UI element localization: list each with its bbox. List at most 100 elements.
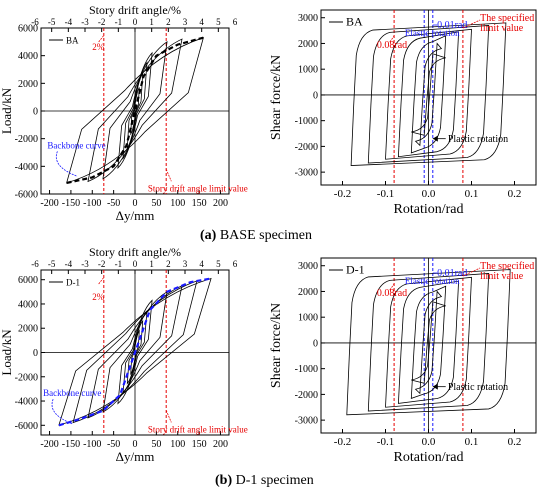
- x-tick-label: 100: [170, 439, 185, 450]
- hysteresis-loop: [410, 35, 447, 154]
- legend-label: D-1: [66, 278, 80, 288]
- hysteresis-loop: [411, 53, 446, 136]
- legend-label: D-1: [346, 263, 365, 277]
- top-axis-label: Story drift angle/%: [89, 245, 181, 259]
- annotation-backbone-leader: [56, 151, 78, 177]
- x-tick-label: 0.2: [508, 436, 522, 448]
- x-tick-label: -0.2: [334, 188, 351, 200]
- annotation-specified: The specified: [480, 261, 534, 272]
- annotation-008rad-leader: [389, 283, 395, 291]
- top-tick-label: 3: [183, 17, 188, 27]
- y-tick-label: -2000: [15, 134, 38, 145]
- x-tick-label: 0.2: [508, 188, 522, 200]
- top-tick-label: -5: [48, 259, 56, 269]
- y-tick-label: -1000: [295, 116, 318, 127]
- annotation-008rad: 0.08rad: [377, 288, 407, 299]
- chart-panel-a-right: -0.2 -0.1 0.0 0.1 0.2 -3000 -2000 -1000 0 1000 200…: [269, 9, 537, 217]
- plot-area: [350, 10, 507, 185]
- plot-area: [66, 28, 204, 194]
- annotation-001rad: 0.01rad: [437, 268, 467, 279]
- caption-b-tag: (b): [215, 473, 233, 488]
- hysteresis-loop: [410, 285, 447, 399]
- top-tick-label: -2: [98, 17, 106, 27]
- top-tick-label: 3: [183, 259, 188, 269]
- y-tick-label: 6000: [18, 275, 38, 286]
- annotation-elastic-rotation: Elastic rotation: [405, 28, 460, 38]
- annotation-2pct-leader: [98, 277, 104, 285]
- x-tick-label: -100: [83, 439, 101, 450]
- top-tick-label: -2: [98, 259, 106, 269]
- x-tick-label: -200: [40, 439, 58, 450]
- annotation-008rad-leader: [389, 35, 395, 43]
- y-tick-label: -2000: [295, 390, 318, 401]
- hysteresis-loop: [414, 42, 443, 147]
- hysteresis-loop: [102, 41, 168, 180]
- hysteresis-loop: [397, 280, 460, 404]
- top-tick-label: 0: [133, 17, 138, 27]
- caption-a: (a) BASE specimen: [200, 228, 312, 244]
- x-tick-label: -150: [62, 439, 80, 450]
- annotation-2pct: 2%: [92, 42, 105, 52]
- hysteresis-loop: [126, 319, 144, 385]
- x-tick-label: 150: [192, 198, 207, 209]
- annotation-backbone-leader: [51, 399, 74, 425]
- y-tick-label: 1000: [298, 313, 318, 324]
- hysteresis-loop: [87, 38, 183, 183]
- top-tick-label: -4: [65, 17, 73, 27]
- y-tick-label: 2000: [298, 39, 318, 50]
- y-tick-label: 2000: [18, 324, 38, 335]
- annotation-backbone: Backbone curve: [43, 388, 101, 398]
- x-tick-label: -200: [40, 198, 58, 209]
- hysteresis-loop: [117, 51, 153, 169]
- y-tick-label: 1000: [298, 65, 318, 76]
- hysteresis-loop: [414, 290, 443, 395]
- top-tick-label: -3: [81, 17, 89, 27]
- chart-panel-b-right: -0.2 -0.1 0.0 0.1 0.2 -3000 -2000 -1000 0 1000 200…: [269, 257, 537, 465]
- x-tick-label: -0.1: [377, 436, 394, 448]
- annotation-elastic-rotation: Elastic rotation: [405, 276, 460, 286]
- top-tick-label: -1: [115, 259, 123, 269]
- y-tick-label: 2000: [298, 287, 318, 298]
- x-tick-label: 0.1: [465, 436, 479, 448]
- x-axis-label: Rotation/rad: [394, 202, 464, 217]
- annotation-limit-leader: [462, 267, 481, 277]
- top-tick-label: -5: [48, 17, 56, 27]
- y-tick-label: -2000: [295, 142, 318, 153]
- annotation-limit-value: limit value: [480, 23, 524, 34]
- top-tick-label: 2: [166, 17, 171, 27]
- y-tick-label: 4000: [18, 299, 38, 310]
- annotation-2pct: 2%: [92, 292, 105, 302]
- x-tick-label: 50: [151, 439, 161, 450]
- annotation-specified: The specified: [480, 13, 534, 24]
- x-tick-label: -0.2: [334, 436, 351, 448]
- y-tick-label: -2000: [15, 372, 38, 383]
- annotation-2pct-leader: [98, 35, 104, 43]
- y-tick-label: 6000: [18, 24, 38, 35]
- annotation-backbone: Backbone curve: [47, 140, 105, 150]
- backbone-curve: [66, 36, 204, 185]
- x-tick-label: 0.0: [422, 436, 436, 448]
- x-tick-label: -0.1: [377, 188, 394, 200]
- x-tick-label: -50: [107, 439, 120, 450]
- annotation-plastic-rotation: Plastic rotation: [448, 134, 508, 145]
- x-tick-label: 0.1: [465, 188, 479, 200]
- top-tick-label: 2: [166, 259, 171, 269]
- x-tick-label: -100: [83, 198, 101, 209]
- x-tick-label: 0: [133, 439, 138, 450]
- chart-panel-a-left: -200 -150 -100 -50 0 50 100 150 200-6000-4000-20…: [0, 3, 248, 223]
- hysteresis-loop: [117, 299, 153, 405]
- y-axis-label: Shear force/kN: [269, 55, 284, 140]
- annotation-story-limit-leader: [165, 169, 172, 182]
- y-tick-label: 0: [33, 107, 38, 118]
- legend-label: BA: [66, 36, 79, 46]
- x-tick-label: -50: [107, 198, 120, 209]
- chart-panel-b-left: -200 -150 -100 -50 0 50 100 150 200-6000-4000-20…: [0, 245, 248, 464]
- caption-b-text: D-1 specimen: [232, 473, 314, 488]
- hysteresis-loop: [367, 273, 490, 412]
- plot-area: [58, 270, 212, 435]
- y-tick-label: 3000: [298, 261, 318, 272]
- annotation-limit-value: limit value: [480, 271, 524, 282]
- hysteresis-loop: [411, 301, 446, 384]
- annotation-plastic-rotation: Plastic rotation: [448, 382, 508, 393]
- y-tick-label: 0: [313, 338, 318, 349]
